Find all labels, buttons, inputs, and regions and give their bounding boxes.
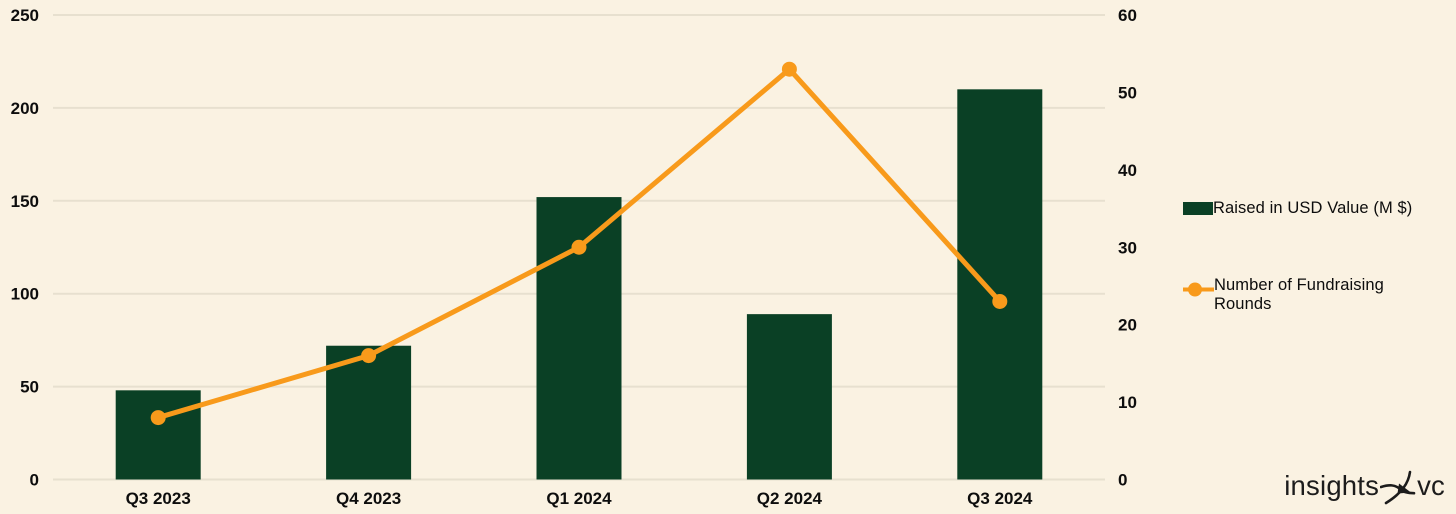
insightsvc-logo: insights vc [1284,466,1445,506]
left-axis-tick-label: 150 [11,192,39,211]
left-axis-tick-label: 0 [30,471,39,490]
chart-plot-area: 0 50 100 150 200 250 0 10 20 30 40 50 60 Q3 2023 Q4 20… [11,6,1137,508]
x-axis-category-label: Q3 2024 [967,489,1033,508]
line-marker [571,239,587,255]
x-axis-category-label: Q4 2023 [336,489,401,508]
bar-raised-usd [746,314,832,480]
left-axis-tick-label: 50 [20,378,39,397]
logo-text-vc: vc [1417,470,1445,501]
bar-raised-usd [326,345,412,480]
right-axis-tick-label: 50 [1118,83,1137,102]
x-axis-category-label: Q3 2023 [126,489,191,508]
legend: Raised in USD Value (M $) Number of Fund… [1183,0,1445,514]
right-axis-tick-label: 30 [1118,238,1137,257]
bar-series-swatch [1183,202,1213,216]
line-marker [361,348,377,364]
legend-label-raised-usd: Raised in USD Value (M $) [1213,199,1413,217]
legend-label-fundraising-rounds: Number of Fundraising Rounds [1214,276,1384,314]
logo-text-insights: insights [1284,470,1380,501]
legend-item-raised-usd: Raised in USD Value (M $) [1183,199,1412,218]
legend-item-fundraising-rounds: Number of Fundraising Rounds [1183,276,1436,314]
bar-raised-usd [115,390,201,480]
line-marker [992,293,1008,309]
right-axis-tick-label: 60 [1118,6,1137,25]
line-marker [781,61,797,77]
line-series-swatch [1183,282,1214,297]
line-marker [150,410,166,426]
bar-raised-usd [957,89,1043,480]
right-axis-tick-label: 20 [1118,316,1137,335]
left-axis-tick-label: 100 [11,285,39,304]
right-axis-tick-label: 40 [1118,161,1137,180]
x-axis-category-label: Q2 2024 [757,489,823,508]
x-axis-category-label: Q1 2024 [546,489,612,508]
left-axis-tick-label: 250 [11,6,39,25]
bird-icon [1380,470,1416,505]
right-axis-tick-label: 0 [1118,471,1127,490]
right-axis-tick-label: 10 [1118,393,1137,412]
left-axis-tick-label: 200 [11,99,39,118]
bar-raised-usd [536,197,622,480]
